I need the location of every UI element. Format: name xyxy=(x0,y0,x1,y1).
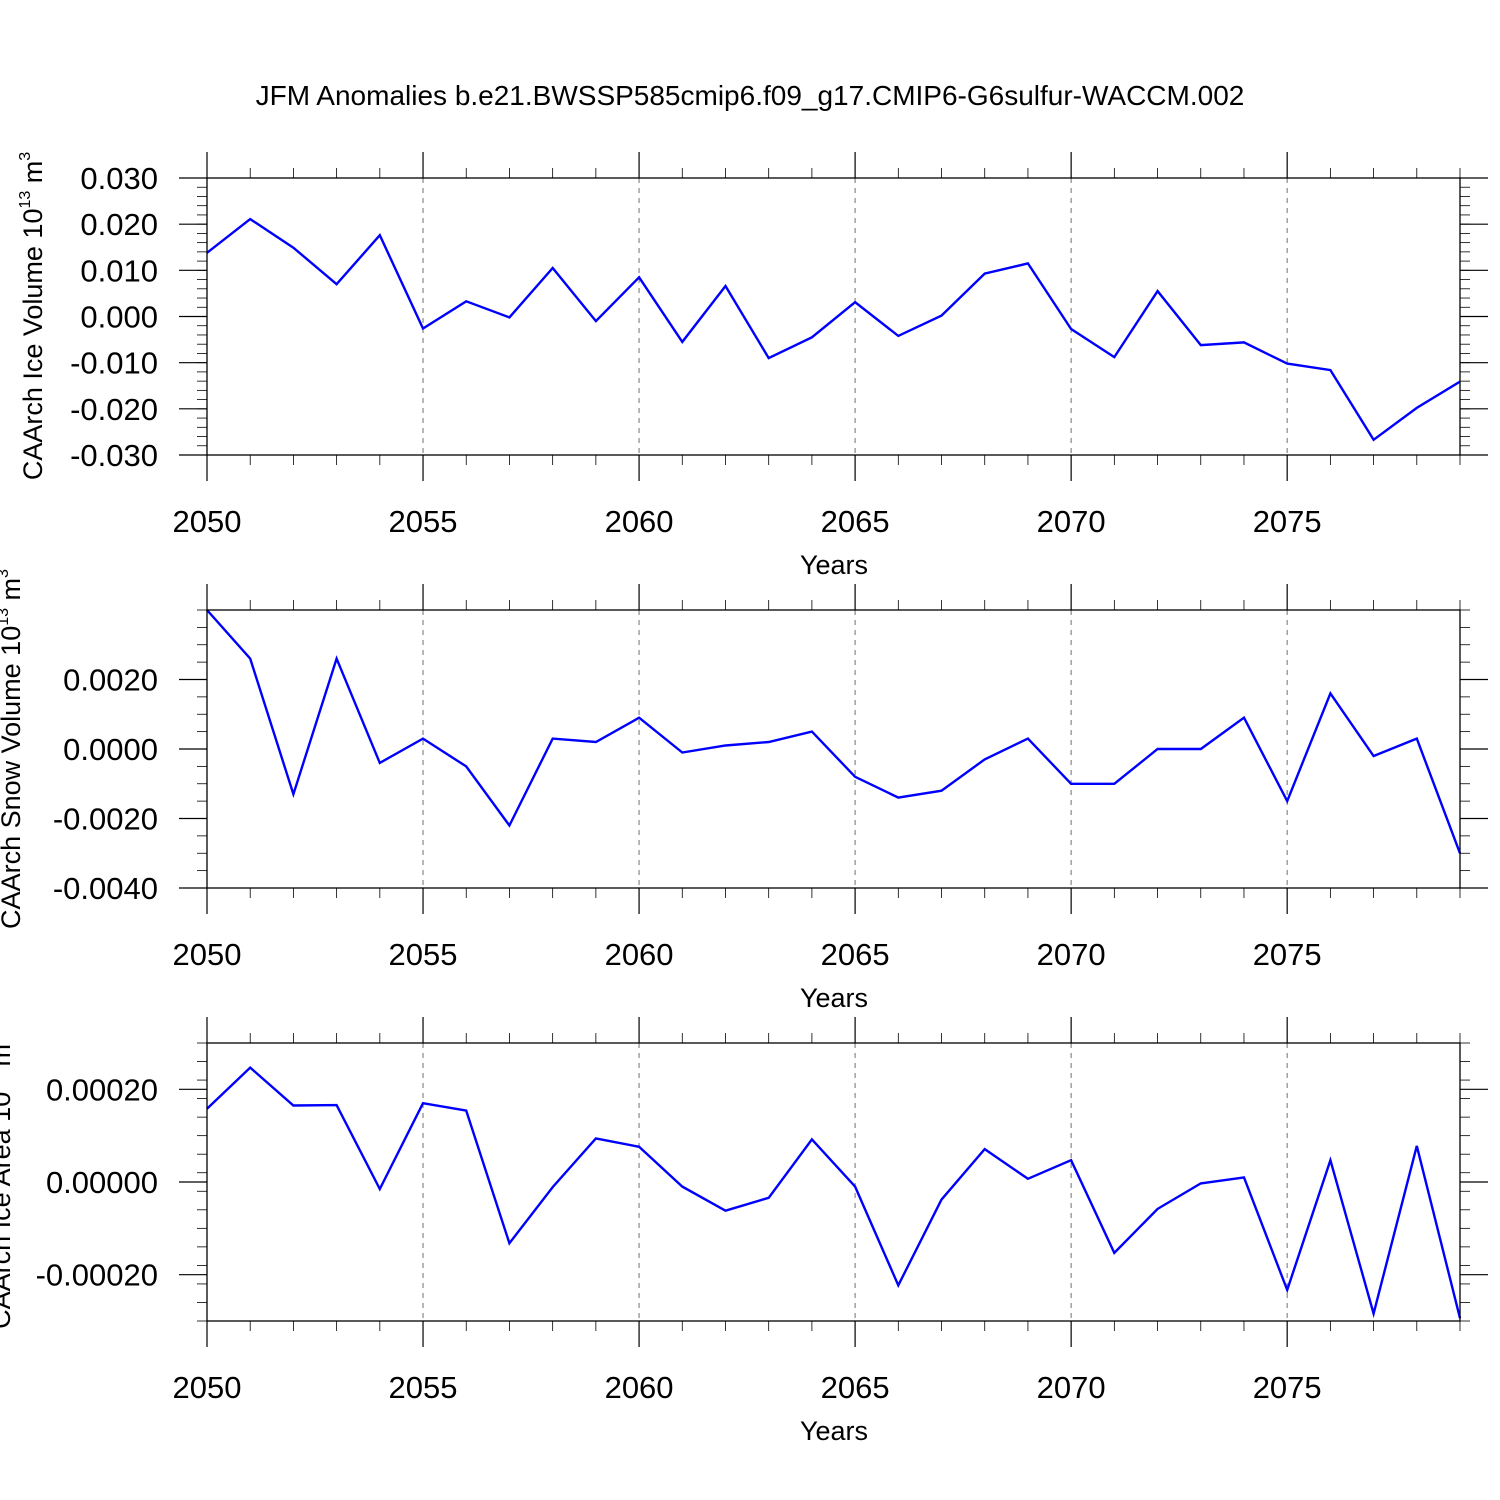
series-line xyxy=(206,609,1462,854)
plot-frame xyxy=(206,1042,1461,1322)
x-axis-label: Years xyxy=(800,550,868,580)
y-tick-label: -0.0040 xyxy=(53,871,158,906)
y-tick-label: 0.000 xyxy=(80,300,158,335)
x-tick-label: 2065 xyxy=(821,504,890,539)
figure-title: JFM Anomalies b.e21.BWSSP585cmip6.f09_g1… xyxy=(256,80,1245,111)
x-tick-label: 2055 xyxy=(389,504,458,539)
y-tick-label: 0.0000 xyxy=(63,732,158,767)
series-line xyxy=(206,217,1461,442)
x-tick-label: 2055 xyxy=(389,937,458,972)
plot-frame xyxy=(206,609,1461,889)
x-tick-label: 2060 xyxy=(605,504,674,539)
plot-frame xyxy=(206,177,1461,456)
y-tick-label: -0.010 xyxy=(70,346,158,381)
x-tick-label: 2050 xyxy=(173,504,242,539)
y-tick-label: -0.030 xyxy=(70,438,158,473)
y-tick-label: 0.0020 xyxy=(63,663,158,698)
x-tick-label: 2070 xyxy=(1037,1370,1106,1405)
panel-3: 2050 2055 2060 2065 2070 2075 Years -0.00020 0.0… xyxy=(0,1017,1488,1446)
x-tick-label: 2075 xyxy=(1253,504,1322,539)
panels-group: 2050 2055 2060 2065 2070 2075 Years -0.030 -0.02… xyxy=(0,152,1488,1446)
panel-2: 2050 2055 2060 2065 2070 2075 Years -0.0040 -0.0… xyxy=(0,569,1488,1013)
x-tick-label: 2070 xyxy=(1037,937,1106,972)
x-tick-label: 2060 xyxy=(605,1370,674,1405)
y-tick-label: 0.010 xyxy=(80,253,158,288)
x-tick-label: 2060 xyxy=(605,937,674,972)
x-axis-label: Years xyxy=(800,1416,868,1446)
y-tick-label: 0.00020 xyxy=(46,1072,158,1107)
x-tick-label: 2065 xyxy=(821,937,890,972)
y-tick-label: -0.00020 xyxy=(36,1258,158,1293)
x-axis-label: Years xyxy=(800,983,868,1013)
x-tick-label: 2055 xyxy=(389,1370,458,1405)
x-tick-label: 2075 xyxy=(1253,1370,1322,1405)
x-tick-label: 2050 xyxy=(173,937,242,972)
y-axis-label: CAArch Snow Volume 1013 m3 xyxy=(0,569,26,929)
y-tick-label: -0.0020 xyxy=(53,802,158,837)
x-tick-label: 2075 xyxy=(1253,937,1322,972)
y-tick-label: -0.020 xyxy=(70,392,158,427)
y-tick-label: 0.030 xyxy=(80,161,158,196)
x-tick-label: 2070 xyxy=(1037,504,1106,539)
y-axis-label: CAArch Ice Volume 1013 m3 xyxy=(17,152,48,480)
y-tick-label: 0.020 xyxy=(80,207,158,242)
y-axis-label: CAArch Ice Area 1013 m2 xyxy=(0,1035,16,1329)
panel-1: 2050 2055 2060 2065 2070 2075 Years -0.030 -0.02… xyxy=(17,152,1488,580)
x-tick-label: 2050 xyxy=(173,1370,242,1405)
x-tick-label: 2065 xyxy=(821,1370,890,1405)
series-line xyxy=(206,1065,1462,1319)
y-tick-label: 0.00000 xyxy=(46,1165,158,1200)
